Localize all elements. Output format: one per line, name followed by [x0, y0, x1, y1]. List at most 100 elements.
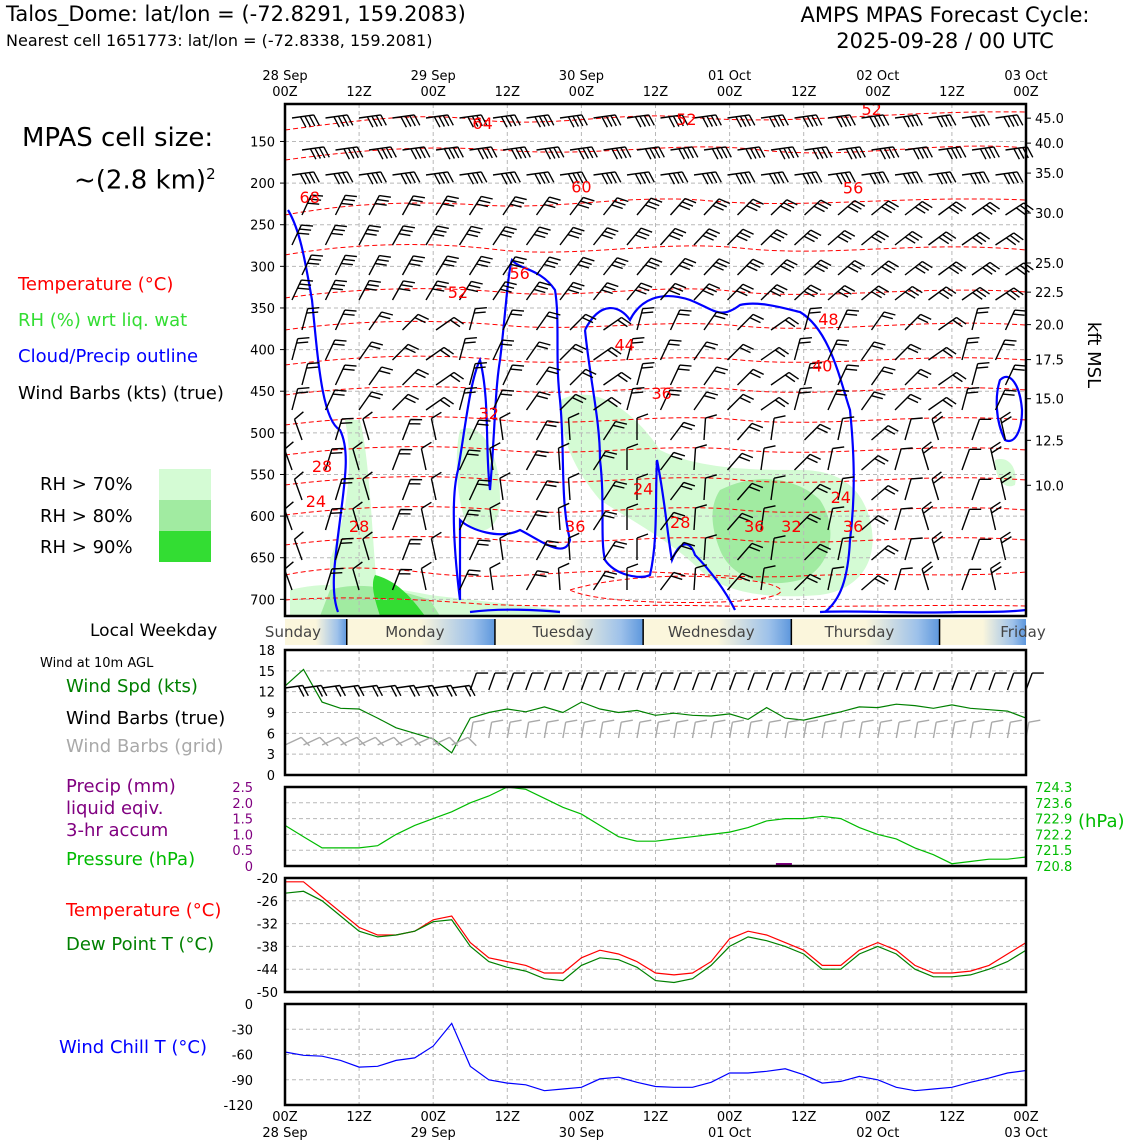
- wind-barb: [636, 533, 649, 560]
- top-date-label: 28 Sep: [262, 69, 307, 84]
- wind-barb: [727, 283, 754, 301]
- top-hour-label: 00Z: [717, 85, 743, 100]
- bottom-hour-label: 12Z: [643, 1110, 669, 1125]
- wind-barb: [760, 229, 788, 246]
- temp-tick-label: -32: [257, 918, 278, 933]
- wind-barb: [794, 229, 822, 246]
- wind-barb: [904, 477, 923, 501]
- surface-barb-grid: [562, 719, 578, 739]
- surface-barb-grid: [617, 719, 633, 739]
- wind-barb: [391, 448, 413, 471]
- wind-barb: [352, 441, 363, 471]
- wind-barb: [871, 484, 899, 501]
- wind-barb: [961, 568, 982, 591]
- cloud-outline: [819, 608, 1027, 614]
- wind-barb: [971, 478, 992, 501]
- wind-barb: [325, 114, 354, 128]
- wind-barb: [557, 442, 570, 471]
- weekday-name: Sunday: [265, 623, 321, 641]
- wind-barb: [894, 567, 913, 591]
- wind-barb: [837, 146, 866, 160]
- wind-barb: [669, 421, 696, 441]
- pressure-tick-label: 700: [250, 593, 275, 608]
- wind-barb: [392, 114, 421, 128]
- wind-barb: [793, 337, 812, 361]
- surface-barb-grid: [451, 736, 477, 747]
- wind-barb: [535, 196, 561, 216]
- wind-barb: [636, 473, 649, 500]
- wind-barb: [804, 543, 831, 561]
- top-date-label: 02 Oct: [856, 69, 899, 84]
- wind-barb: [293, 471, 304, 501]
- wind-barb: [736, 482, 764, 501]
- bottom-hour-label: 00Z: [272, 1110, 298, 1125]
- surface-barb-true: [1006, 672, 1026, 691]
- surface-barb-true: [951, 672, 970, 691]
- surface-barb-true: [599, 672, 618, 691]
- wind-barb: [489, 442, 501, 471]
- precip-label-2: liquid eqiv.: [66, 798, 164, 819]
- wind-barb: [334, 537, 354, 561]
- pressure-tick-label: 650: [250, 552, 275, 567]
- surface-barb-grid: [895, 719, 911, 739]
- wind-barb: [468, 539, 491, 561]
- wind-barb: [971, 261, 1001, 276]
- wind-barb: [827, 506, 845, 531]
- height-tick-label: 40.0: [1035, 137, 1064, 152]
- wind-barb: [492, 114, 521, 128]
- pressure-unit-label: (hPa): [1078, 811, 1125, 832]
- wind-barb: [995, 287, 1024, 301]
- top-hour-label: 00Z: [272, 85, 298, 100]
- rh90-swatch: [159, 531, 211, 562]
- rh-shading: [372, 575, 425, 616]
- surface-barb-true: [433, 684, 458, 697]
- wind-barb: [352, 561, 363, 591]
- wind-barb: [736, 542, 764, 561]
- temp-tick-label: -38: [257, 940, 278, 955]
- surface-barb-grid: [932, 719, 948, 739]
- wind-barb: [301, 194, 324, 216]
- windchill-panel-frame: [283, 1002, 1028, 1107]
- precip-bar: [775, 863, 792, 866]
- wind-barb: [760, 346, 790, 361]
- wind-barb: [837, 416, 855, 441]
- bottom-hour-label: 00Z: [865, 1110, 891, 1125]
- wind-barb: [989, 441, 1002, 471]
- wind-barb: [803, 307, 822, 331]
- surface-barb-grid: [599, 719, 615, 739]
- surface-barb-true: [673, 672, 692, 691]
- wind-barb: [804, 483, 831, 501]
- wind-barb: [794, 171, 823, 185]
- wind-barb: [425, 346, 455, 361]
- wind-barb: [894, 343, 922, 361]
- pressure-right-tick-label: 723.6: [1035, 797, 1072, 812]
- wind-barb: [569, 368, 597, 386]
- surface-barb-true: [728, 672, 748, 691]
- cell-size-line2: ~(2.8 km)2: [74, 165, 216, 196]
- surface-barb-grid: [969, 719, 985, 739]
- wind-barb: [894, 507, 913, 531]
- nearest-cell-subtitle: Nearest cell 1651773: lat/lon = (-72.833…: [6, 31, 433, 50]
- wind-barb: [492, 389, 515, 411]
- wind-barb: [291, 279, 314, 301]
- wind-barb: [492, 226, 517, 246]
- wind-barb: [301, 254, 324, 276]
- wind-barb: [961, 114, 990, 128]
- windchill-line: [284, 1022, 1027, 1092]
- wind-barb: [334, 477, 354, 501]
- wind-barb: [860, 391, 886, 411]
- temperature-contour: [284, 506, 1027, 516]
- wind-barb: [392, 393, 419, 411]
- height-tick-label: 12.5: [1035, 434, 1064, 449]
- surface-barb-true: [636, 672, 655, 691]
- bottom-hour-label: 12Z: [495, 1110, 521, 1125]
- wind-barb: [567, 472, 580, 501]
- wind-barb: [827, 339, 850, 361]
- wind-barb: [368, 146, 397, 160]
- dewpoint-label: Dew Point T (°C): [66, 934, 215, 955]
- wind-barb: [368, 366, 394, 386]
- wind-barb: [861, 454, 889, 471]
- wind-barb: [401, 195, 426, 216]
- wind-barb: [602, 420, 628, 441]
- wind-barb: [904, 260, 933, 276]
